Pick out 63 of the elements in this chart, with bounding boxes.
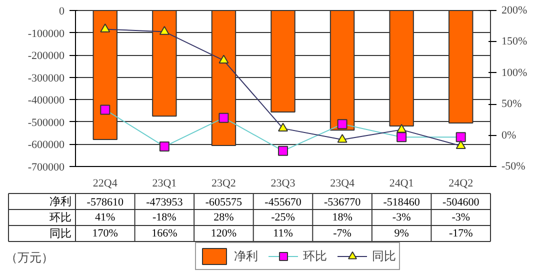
data-label: -25%	[271, 212, 295, 224]
data-label: 28%	[214, 212, 234, 224]
y-tick-label: 0	[59, 6, 65, 18]
legend-label: 净利	[234, 248, 258, 264]
data-label: 166%	[152, 228, 178, 240]
data-label: -17%	[448, 228, 473, 240]
data-label: -3%	[452, 212, 470, 224]
x-tick-label: 24Q2	[448, 178, 474, 190]
data-label: -473953	[146, 196, 184, 208]
legend-label: 同比	[372, 248, 396, 264]
point	[396, 132, 407, 142]
y-tick-label: -600000	[28, 139, 65, 152]
data-label: -578610	[86, 196, 124, 208]
y2-tick-label: 100%	[502, 66, 528, 79]
point	[337, 134, 348, 143]
x-tick-label: 22Q4	[92, 178, 118, 190]
point	[337, 119, 348, 130]
x-tick-label: 24Q1	[389, 178, 414, 190]
y2-tick-label: 200%	[502, 4, 528, 16]
y2-tick-label: -50%	[502, 160, 526, 172]
x-tick-label: 23Q1	[152, 178, 177, 190]
y-tick-label: -700000	[28, 162, 65, 174]
point	[278, 146, 288, 156]
data-label: -3%	[392, 212, 411, 224]
data-label: -455670	[264, 196, 302, 208]
data-label: -605575	[205, 196, 243, 208]
y-tick-label: -200000	[28, 50, 65, 62]
y-tick-label: -400000	[28, 94, 65, 107]
y2-tick-label: 50%	[502, 98, 522, 110]
data-label: -504600	[442, 196, 480, 208]
point	[278, 122, 288, 132]
data-label: 41%	[95, 212, 116, 224]
data-label: -536770	[324, 196, 362, 208]
y-tick-label: -100000	[28, 28, 65, 40]
point	[159, 142, 170, 152]
x-tick-label: 23Q4	[330, 178, 356, 190]
data-label: -518460	[383, 196, 420, 208]
data-label: -18%	[152, 212, 176, 224]
text: （万元）	[6, 250, 54, 264]
data-label: 11%	[273, 228, 293, 240]
point	[100, 104, 110, 115]
data-label: 9%	[394, 228, 409, 240]
text: 环比	[50, 211, 72, 224]
point	[456, 140, 466, 150]
data-label: 120%	[210, 228, 237, 240]
data-label: 170%	[92, 228, 118, 240]
point	[218, 112, 229, 123]
point	[456, 132, 466, 142]
point	[396, 124, 407, 133]
y-tick-label: -500000	[28, 116, 65, 129]
point	[159, 26, 170, 35]
y2-tick-label: 150%	[502, 36, 528, 48]
y-tick-label: -300000	[28, 72, 65, 84]
point	[218, 54, 229, 64]
text: 同比	[50, 227, 72, 240]
x-tick-label: 23Q2	[211, 178, 236, 190]
x-tick-label: 23Q3	[270, 178, 296, 190]
y2-tick-label: 0%	[502, 129, 516, 142]
text: 净利	[50, 195, 72, 208]
data-label: -7%	[333, 228, 352, 240]
point	[100, 24, 110, 32]
data-label: 18%	[332, 212, 352, 224]
legend-label: 环比	[303, 248, 327, 264]
